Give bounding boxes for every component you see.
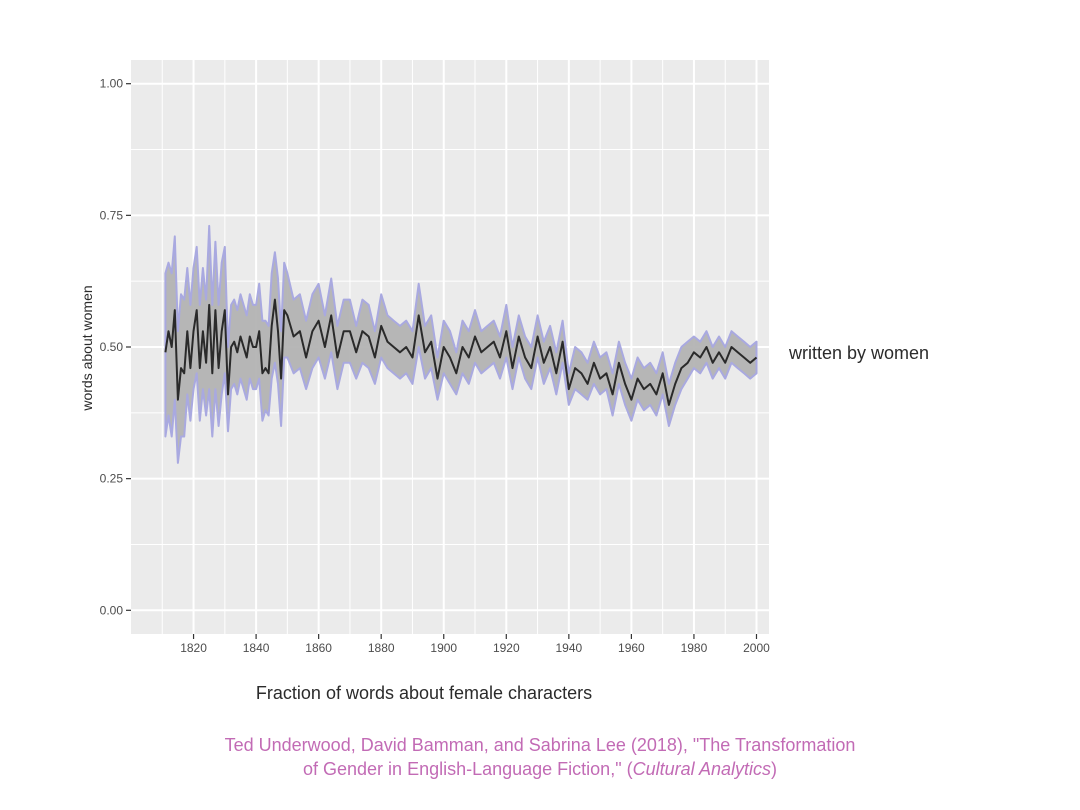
citation-line-2: of Gender in English-Language Fiction," … [0, 757, 1080, 781]
y-tick-label: 1.00 [100, 77, 124, 91]
y-tick-label: 0.25 [100, 472, 124, 486]
citation-line-2-suffix: ) [770, 759, 777, 779]
x-tick-label: 1840 [243, 641, 270, 655]
y-tick-label: 0.00 [100, 603, 124, 617]
x-tick-label: 1980 [681, 641, 708, 655]
citation-journal: Cultural Analytics [632, 759, 771, 779]
x-tick-label: 1940 [555, 641, 582, 655]
y-axis: 0.00 0.25 0.50 0.75 1.00 [100, 77, 131, 617]
y-tick-label: 0.75 [100, 208, 124, 222]
y-tick-label: 0.50 [100, 340, 124, 354]
y-axis-title: words about women [79, 285, 95, 411]
citation-line-1: Ted Underwood, David Bamman, and Sabrina… [224, 735, 856, 755]
x-axis-title: Fraction of words about female character… [255, 683, 593, 703]
x-tick-label: 1920 [493, 641, 520, 655]
x-tick-label: 1960 [618, 641, 645, 655]
citation: Ted Underwood, David Bamman, and Sabrina… [0, 733, 1080, 781]
x-axis: 1820 1840 1860 1880 1900 1920 1940 1960 1980 2000 [180, 634, 770, 655]
x-tick-label: 1820 [180, 641, 207, 655]
x-tick-label: 1900 [430, 641, 457, 655]
series-label: written by women [789, 343, 930, 363]
x-tick-label: 1860 [305, 641, 332, 655]
citation-line-2-prefix: of Gender in English-Language Fiction," … [303, 759, 633, 779]
x-tick-label: 2000 [743, 641, 770, 655]
x-tick-label: 1880 [368, 641, 395, 655]
confidence-ribbon [164, 224, 758, 464]
series-line-written-by-women [164, 298, 758, 406]
